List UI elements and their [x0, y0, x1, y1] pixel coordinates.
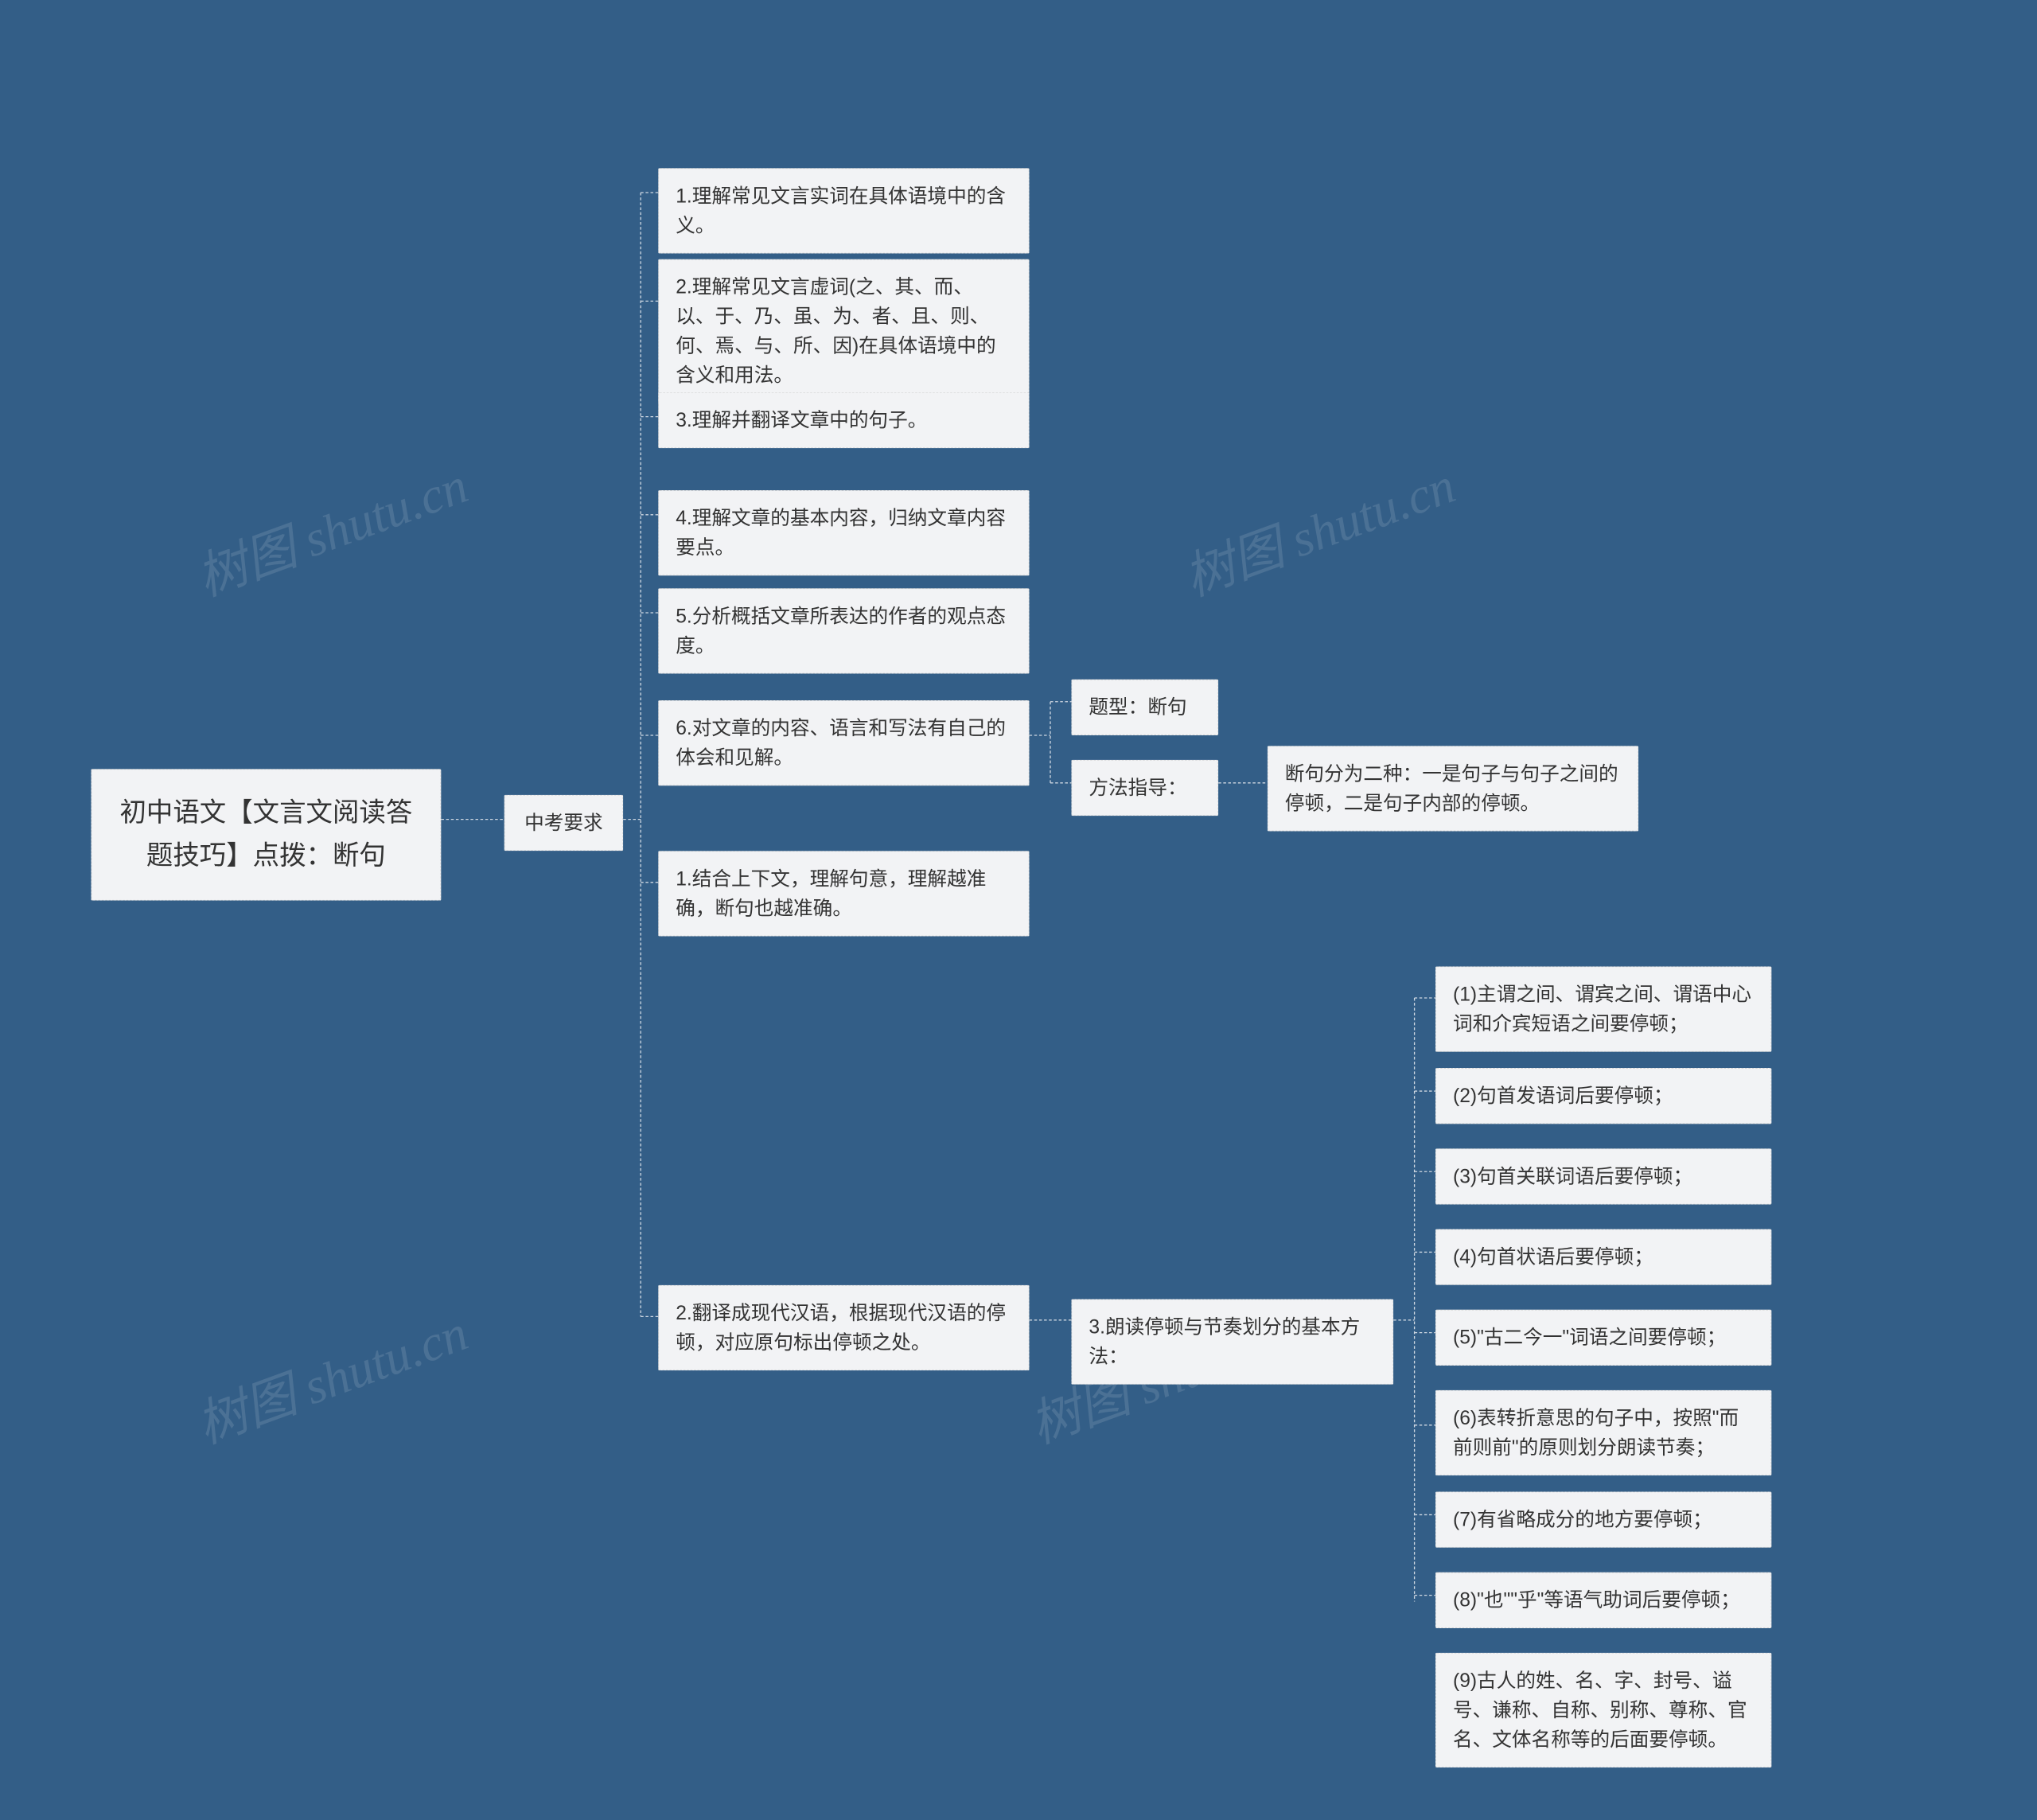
leaf-node[interactable]: 题型：断句 — [1071, 680, 1218, 735]
leaf-node[interactable]: 2.理解常见文言虚词(之、其、而、以、于、乃、虽、为、者、且、则、何、焉、与、所… — [658, 259, 1029, 403]
leaf-node[interactable]: (8)"也""乎"等语气助词后要停顿； — [1435, 1573, 1771, 1628]
leaf-node[interactable]: (1)主谓之间、谓宾之间、谓语中心词和介宾短语之间要停顿； — [1435, 966, 1771, 1051]
leaf-node[interactable]: 6.对文章的内容、语言和写法有自己的体会和见解。 — [658, 700, 1029, 785]
root-node[interactable]: 初中语文【文言文阅读答题技巧】点拨：断句 — [91, 769, 441, 900]
leaf-node[interactable]: (7)有省略成分的地方要停顿； — [1435, 1491, 1771, 1547]
leaf-node[interactable]: (5)"古二今一"词语之间要停顿； — [1435, 1310, 1771, 1366]
leaf-node[interactable]: 3.朗读停顿与节奏划分的基本方法： — [1071, 1299, 1393, 1384]
mid-node-requirements[interactable]: 中考要求 — [504, 795, 624, 851]
leaf-node[interactable]: 1.结合上下文，理解句意，理解越准确，断句也越准确。 — [658, 851, 1029, 936]
leaf-node[interactable]: 3.理解并翻译文章中的句子。 — [658, 392, 1029, 448]
leaf-node[interactable]: 方法指导： — [1071, 760, 1218, 816]
leaf-node[interactable]: (3)句首关联词语后要停顿； — [1435, 1148, 1771, 1204]
leaf-node[interactable]: (4)句首状语后要停顿； — [1435, 1229, 1771, 1284]
leaf-node[interactable]: (6)表转折意思的句子中，按照"而前则前"的原则划分朗读节奏； — [1435, 1390, 1771, 1475]
leaf-node[interactable]: (2)句首发语词后要停顿； — [1435, 1068, 1771, 1124]
leaf-node[interactable]: (9)古人的姓、名、字、封号、谥号、谦称、自称、别称、尊称、官名、文体名称等的后… — [1435, 1653, 1771, 1767]
watermark: 树图 shutu.cn — [185, 1292, 477, 1457]
watermark: 树图 shutu.cn — [185, 444, 477, 610]
watermark: 树图 shutu.cn — [1172, 444, 1463, 610]
leaf-node[interactable]: 断句分为二种：一是句子与句子之间的停顿，二是句子内部的停顿。 — [1268, 746, 1638, 831]
leaf-node[interactable]: 5.分析概括文章所表达的作者的观点态度。 — [658, 588, 1029, 673]
leaf-node[interactable]: 2.翻译成现代汉语，根据现代汉语的停顿，对应原句标出停顿之处。 — [658, 1285, 1029, 1370]
leaf-node[interactable]: 1.理解常见文言实词在具体语境中的含义。 — [658, 168, 1029, 253]
mindmap-canvas: 树图 shutu.cn 树图 shutu.cn 树图 shutu.cn 树图 s… — [0, 0, 1793, 1602]
leaf-node[interactable]: 4.理解文章的基本内容，归纳文章内容要点。 — [658, 490, 1029, 575]
